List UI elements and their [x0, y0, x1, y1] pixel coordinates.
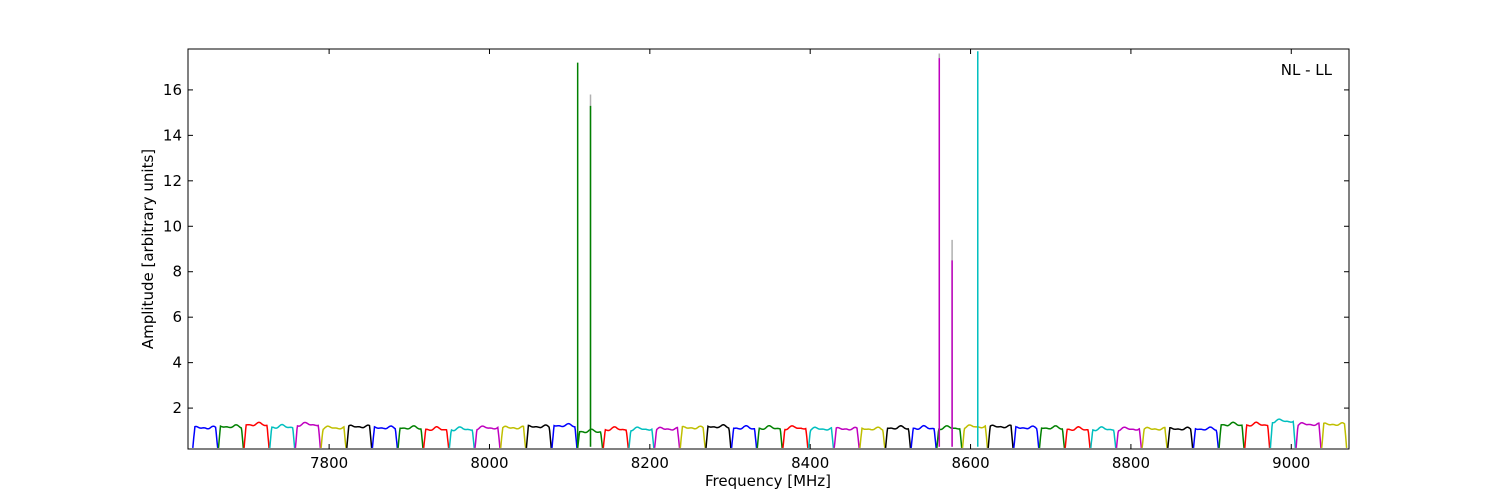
channel-line	[1038, 425, 1066, 448]
y-tick-label: 8	[172, 263, 182, 281]
channel-line	[192, 425, 219, 448]
channel-line	[1090, 426, 1117, 448]
channel-line	[1064, 426, 1091, 448]
channel-line	[987, 424, 1014, 448]
channel-line	[1013, 425, 1040, 448]
plot-frame	[187, 48, 1350, 450]
x-tick-label: 8000	[470, 454, 508, 472]
channel-line	[730, 425, 758, 448]
channel-line	[371, 425, 399, 448]
channel-line	[346, 424, 373, 448]
channel-line	[859, 426, 886, 448]
y-tick-label: 10	[163, 217, 182, 235]
y-tick-label: 4	[172, 354, 182, 372]
chart-annotation: NL - LL	[1281, 61, 1333, 79]
channel-line	[243, 421, 270, 448]
channel-line	[1141, 426, 1168, 448]
channel-line	[525, 424, 552, 448]
channel-line	[679, 425, 706, 448]
x-axis-ticks: 7800 8000 8200 8400 8600 8800 9000	[310, 49, 1310, 472]
channel-line	[1269, 418, 1297, 448]
spike-layer	[576, 51, 979, 447]
channel-line	[1295, 422, 1322, 448]
y-tick-label: 6	[172, 308, 182, 326]
y-tick-label: 16	[163, 81, 182, 99]
channel-line	[1218, 421, 1245, 448]
y-tick-label: 14	[163, 126, 182, 144]
x-tick-label: 9000	[1272, 454, 1310, 472]
channel-line	[499, 425, 527, 448]
x-tick-label: 8200	[631, 454, 669, 472]
channel-line	[1167, 426, 1194, 448]
channel-line	[422, 426, 450, 448]
channel-line	[474, 425, 501, 448]
x-tick-label: 8800	[1112, 454, 1150, 472]
y-axis-ticks: 2 4 6 8 10 12 14 16	[163, 81, 1349, 417]
channel-line	[294, 421, 322, 448]
channel-line	[1115, 426, 1143, 448]
channel-line	[1192, 426, 1220, 448]
x-tick-label: 8400	[791, 454, 829, 472]
channel-line	[910, 424, 937, 448]
series-layer	[192, 418, 1348, 448]
channel-line	[1244, 421, 1271, 448]
x-tick-label: 7800	[310, 454, 348, 472]
y-axis-label: Amplitude [arbitrary units]	[139, 149, 157, 349]
channel-line	[628, 426, 655, 448]
channel-line	[756, 424, 783, 448]
channel-line	[1320, 422, 1348, 448]
channel-line	[782, 425, 809, 448]
channel-line	[551, 422, 578, 448]
channel-line	[936, 425, 963, 448]
x-tick-label: 8600	[951, 454, 989, 472]
channel-line	[653, 426, 681, 448]
y-tick-label: 2	[172, 399, 182, 417]
channel-line	[448, 426, 475, 448]
channel-line	[884, 425, 912, 448]
channel-line	[833, 426, 860, 448]
channel-line	[320, 425, 347, 448]
channel-line	[397, 425, 424, 448]
channel-line	[807, 426, 835, 448]
y-tick-label: 12	[163, 172, 182, 190]
channel-line	[269, 423, 296, 448]
channel-line	[961, 424, 989, 448]
x-axis-label: Frequency [MHz]	[705, 472, 831, 490]
channel-line	[705, 424, 732, 448]
channel-line	[217, 424, 245, 448]
channel-line	[602, 426, 629, 448]
